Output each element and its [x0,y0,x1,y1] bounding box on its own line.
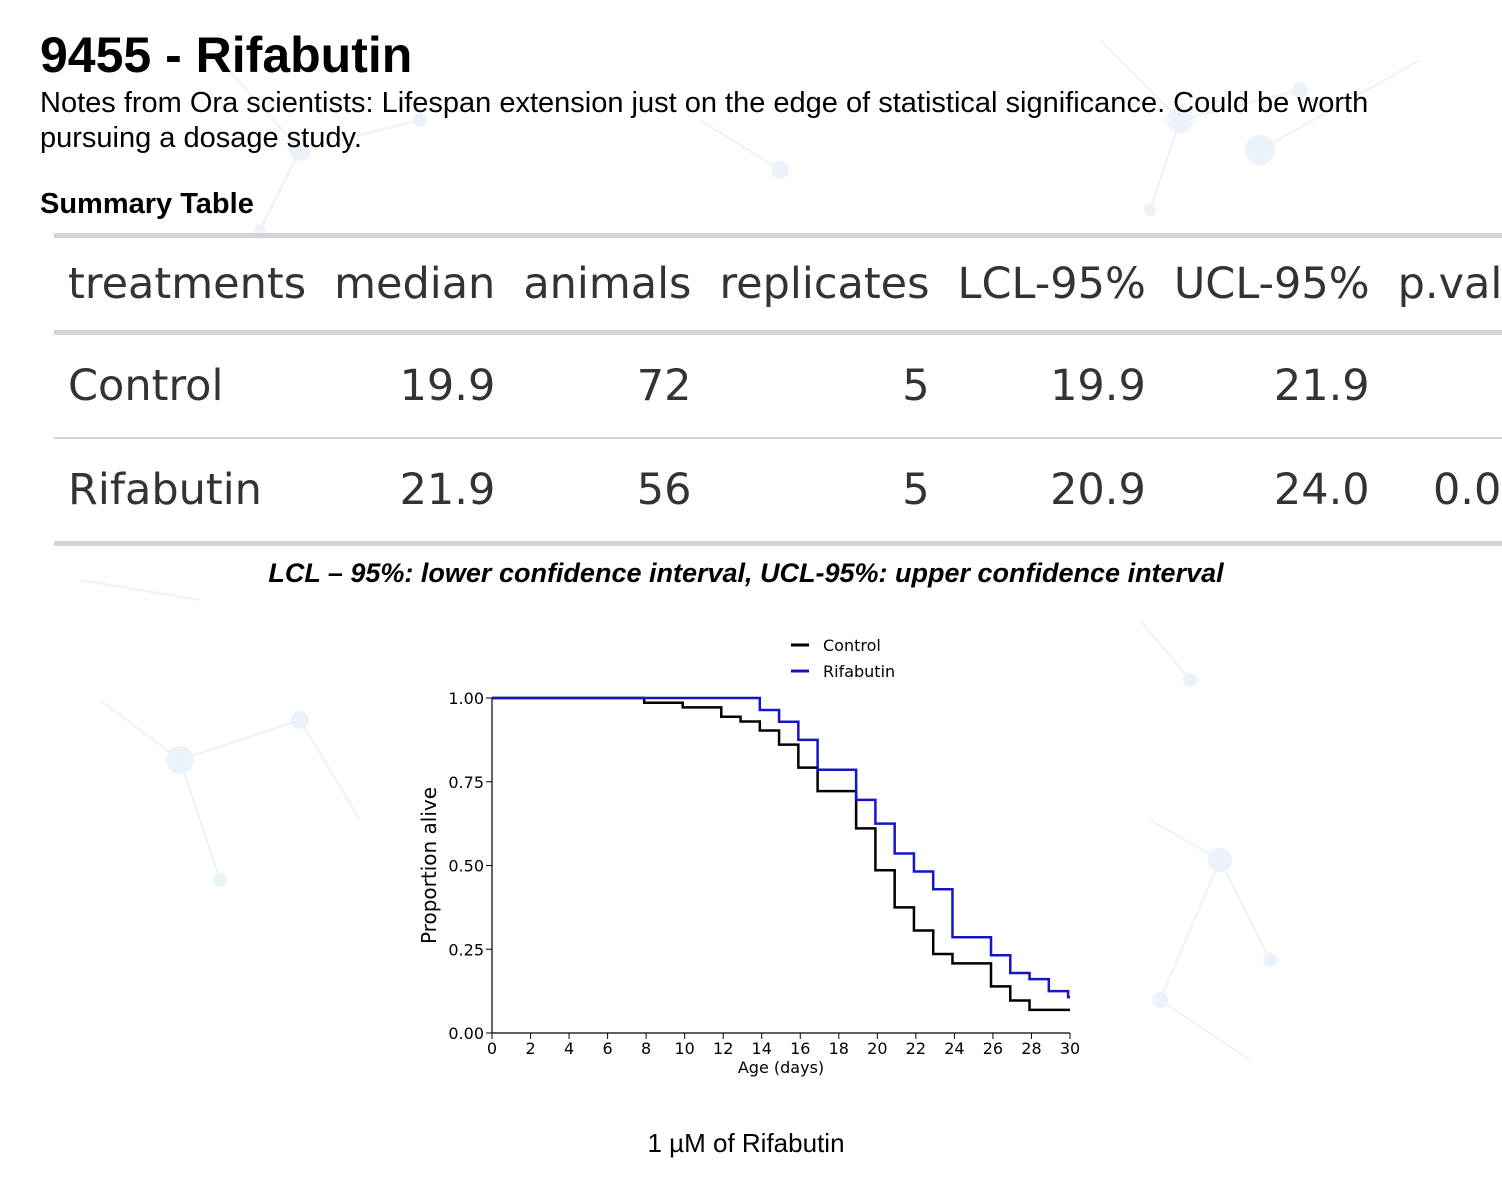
column-header-median: median [334,259,496,309]
x-tick-label: 28 [1021,1039,1041,1058]
column-header-pvalue: p.value [1397,259,1502,309]
x-tick-label: 22 [906,1039,926,1058]
y-axis-label: Proportion alive [417,787,441,944]
chart-axes: 0 2 4 6 8 10 12 14 16 18 20 22 24 26 28 300.000.250.500… [417,689,1080,1077]
series-line-control [492,696,1070,1012]
x-tick-label: 8 [641,1039,651,1058]
chart-series-group [492,696,1070,1012]
cell-ucl: 21.9 [1273,361,1370,411]
cell-replicates: 5 [902,465,930,515]
cell-treatment: Rifabutin [68,465,262,515]
chart-caption: 1 µM of Rifabutin [647,1128,845,1158]
y-tick-label: 0.50 [448,857,484,876]
series-line-rifabutin [492,696,1070,999]
x-tick-label: 18 [829,1039,849,1058]
x-tick-label: 10 [674,1039,694,1058]
cell-pvalue: - [1384,333,1502,439]
x-tick-label: 0 [487,1039,497,1058]
column-header-animals: animals [523,259,692,309]
legend-label: Control [823,636,881,655]
table-row: Control 19.9 72 5 19.9 21.9 - [54,333,1502,439]
cell-ucl: 24.0 [1273,465,1370,515]
table-row: Rifabutin 21.9 56 5 20.9 24.0 0.069 [54,438,1502,544]
cell-median: 21.9 [399,465,496,515]
column-header-ucl: UCL-95% [1173,259,1370,309]
y-tick-label: 0.75 [448,773,484,792]
scientist-notes: Notes from Ora scientists: Lifespan exte… [40,87,1369,154]
table-header-row: treatments median animals replicates LCL… [54,235,1502,333]
cell-lcl: 20.9 [1050,465,1146,515]
summary-table: treatments median animals replicates LCL… [54,233,1502,546]
x-axis-label: Age (days) [738,1058,824,1077]
summary-table-heading: Summary Table [40,188,254,220]
cell-lcl: 19.9 [1050,361,1146,411]
x-tick-label: 4 [564,1039,574,1058]
x-tick-label: 6 [603,1039,613,1058]
x-tick-label: 26 [983,1039,1003,1058]
x-tick-label: 14 [752,1039,772,1058]
y-tick-label: 1.00 [448,689,484,708]
column-header-replicates: replicates [719,259,930,309]
cell-median: 19.9 [399,361,496,411]
x-tick-label: 12 [713,1039,733,1058]
column-header-lcl: LCL-95% [957,259,1146,309]
x-tick-label: 24 [944,1039,964,1058]
x-tick-label: 30 [1060,1039,1080,1058]
cell-pvalue: 0.069 [1432,465,1502,515]
y-tick-label: 0.25 [448,940,484,959]
column-header-treatments: treatments [68,259,307,309]
x-tick-label: 16 [790,1039,810,1058]
legend-label: Rifabutin [823,662,895,681]
chart-legend: Control Rifabutin [791,636,895,681]
cell-replicates: 5 [902,361,930,411]
cell-animals: 72 [636,361,692,411]
y-tick-label: 0.00 [448,1024,484,1043]
page-title: 9455 - Rifabutin [40,27,413,83]
cell-animals: 56 [636,465,692,515]
cell-treatment: Control [68,361,224,411]
x-tick-label: 2 [525,1039,535,1058]
table-footnote: LCL – 95%: lower confidence interval, UC… [268,558,1224,588]
x-tick-label: 20 [867,1039,887,1058]
